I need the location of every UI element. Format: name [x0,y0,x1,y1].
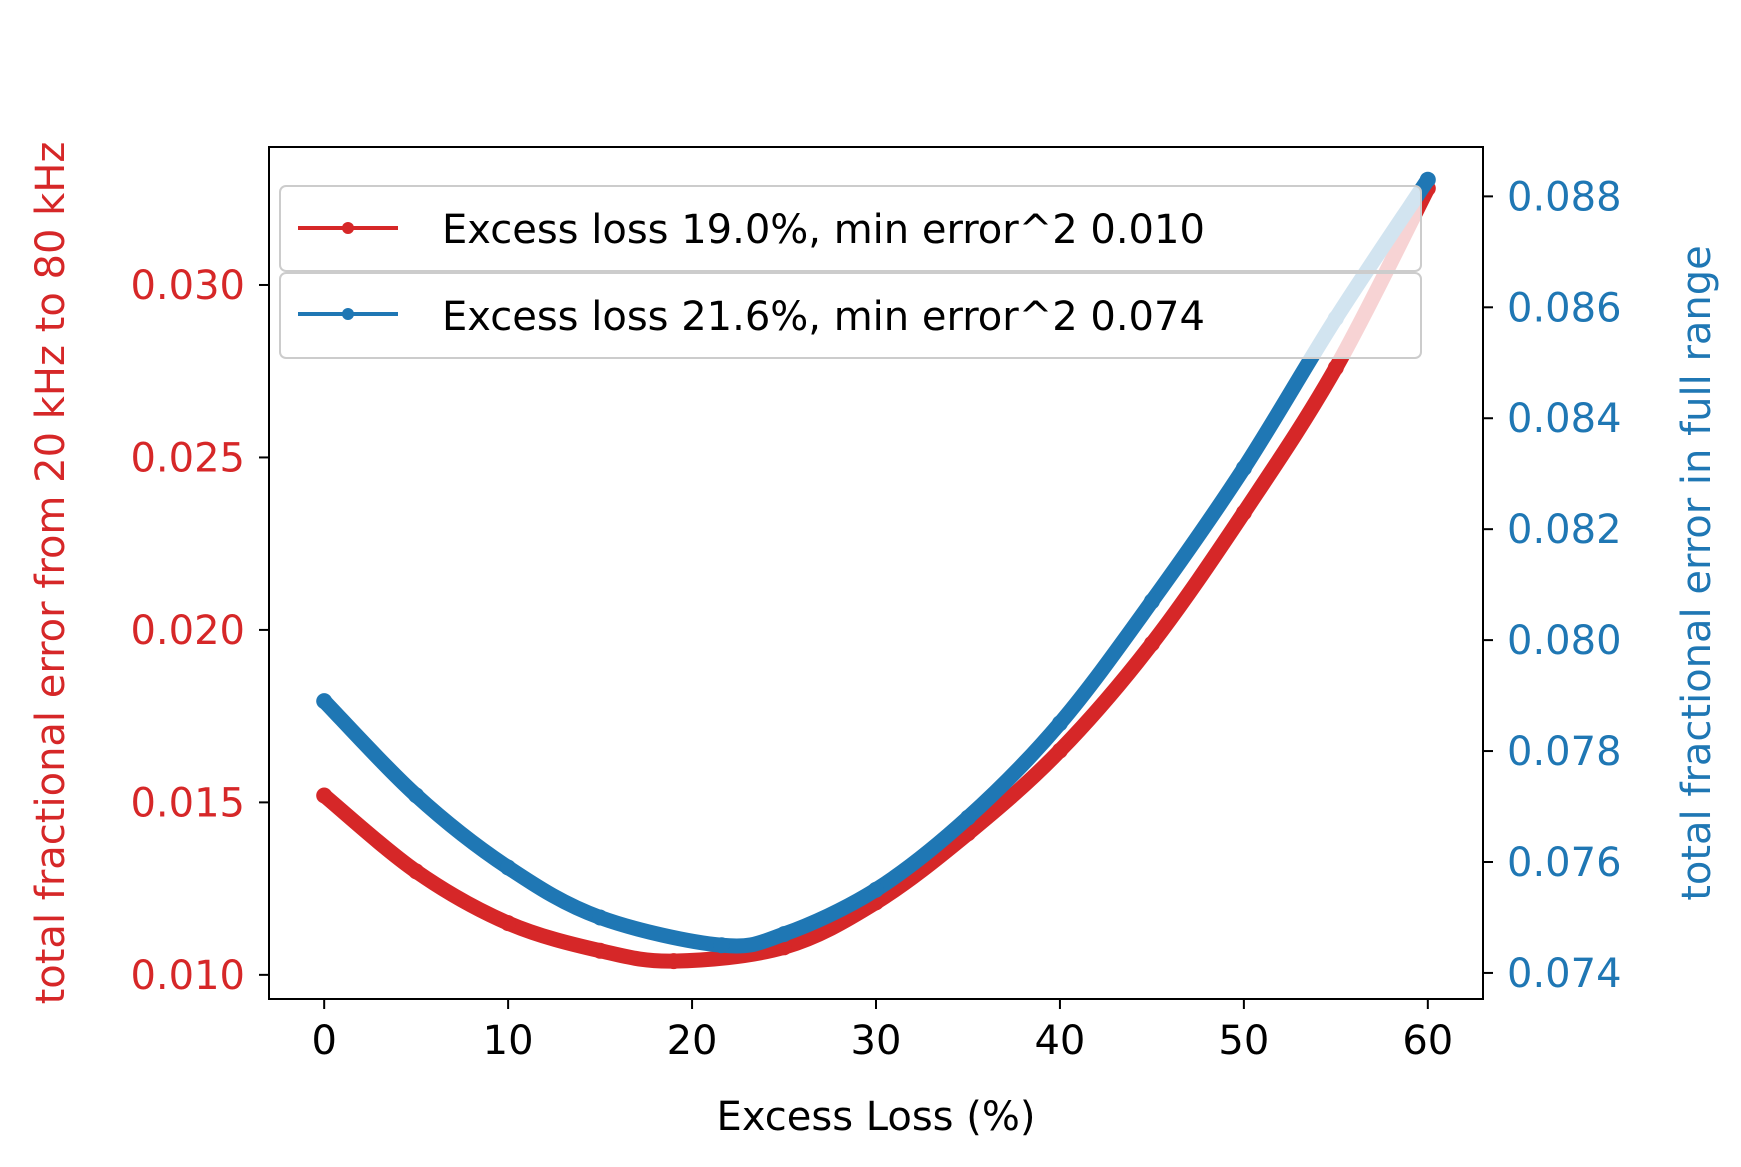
series-1-point-1 [408,863,425,880]
y-right-tick-label: 0.088 [1507,174,1622,220]
x-axis-ticks: 0 10 20 30 40 50 60 [311,999,1453,1064]
series-2-point-5 [776,926,792,943]
y-right-tick-label: 0.082 [1507,507,1622,553]
y-right-tick-label: 0.074 [1507,951,1622,997]
series-layer [316,171,1436,970]
y-left-tick-label: 0.020 [130,608,245,654]
series-1-point-4 [665,953,682,970]
series-2-point-12 [1419,171,1436,188]
x-tick-label: 60 [1402,1018,1453,1064]
series-2-point-9 [1143,593,1160,610]
series-1-point-10 [1235,504,1252,521]
x-tick-label: 50 [1218,1018,1269,1064]
y-right-tick-label: 0.086 [1507,285,1622,331]
series-2-point-8 [1051,715,1068,732]
legend-marker-1 [342,222,354,234]
x-tick-label: 0 [311,1018,336,1064]
y-left-tick-label: 0.015 [130,780,245,826]
x-axis-label: Excess Loss (%) [717,1094,1036,1140]
series-1-point-2 [500,915,517,932]
series-2-point-3 [592,909,609,926]
series-1-point-8 [1051,742,1068,759]
series-1-point-0 [316,787,333,804]
y-right-tick-label: 0.078 [1507,729,1622,775]
legend-box-1 [279,185,1422,272]
y-right-axis-label: total fractional error in full range [1674,245,1720,901]
legend: Excess loss 19.0%, min error^2 0.010 Exc… [279,185,1422,359]
y-left-tick-label: 0.010 [130,953,245,999]
series-2-point-7 [960,809,976,826]
y-left-tick-label: 0.030 [130,263,245,309]
x-tick-label: 40 [1034,1018,1085,1064]
legend-box-2 [279,272,1422,359]
y-right-tick-label: 0.084 [1507,396,1622,442]
series-1-point-9 [1143,635,1160,652]
x-tick-label: 20 [667,1018,718,1064]
legend-label-2: Excess loss 21.6%, min error^2 0.074 [442,294,1205,340]
x-tick-label: 30 [851,1018,902,1064]
y-right-tick-label: 0.076 [1507,840,1622,886]
y-right-tick-label: 0.080 [1507,618,1622,664]
series-2-point-2 [500,859,517,876]
series-2-point-10 [1235,460,1252,477]
x-tick-label: 10 [483,1018,534,1064]
series-1-point-3 [592,942,609,959]
series-2-point-0 [316,693,333,710]
legend-label-1: Excess loss 19.0%, min error^2 0.010 [442,207,1205,253]
series-2-point-4 [713,937,730,954]
y-left-axis-label: total fractional error from 20 kHz to 80… [28,142,74,1005]
legend-marker-2 [342,308,354,320]
y-left-axis-ticks: 0.010 0.015 0.020 0.025 0.030 [130,263,269,999]
y-right-axis-ticks: 0.074 0.076 0.078 0.080 0.082 0.084 0.086 0.088 [1483,174,1622,997]
y-left-tick-label: 0.025 [130,435,245,481]
series-2-point-6 [868,881,884,898]
series-1-point-11 [1327,359,1344,376]
series-2-point-1 [408,787,425,804]
